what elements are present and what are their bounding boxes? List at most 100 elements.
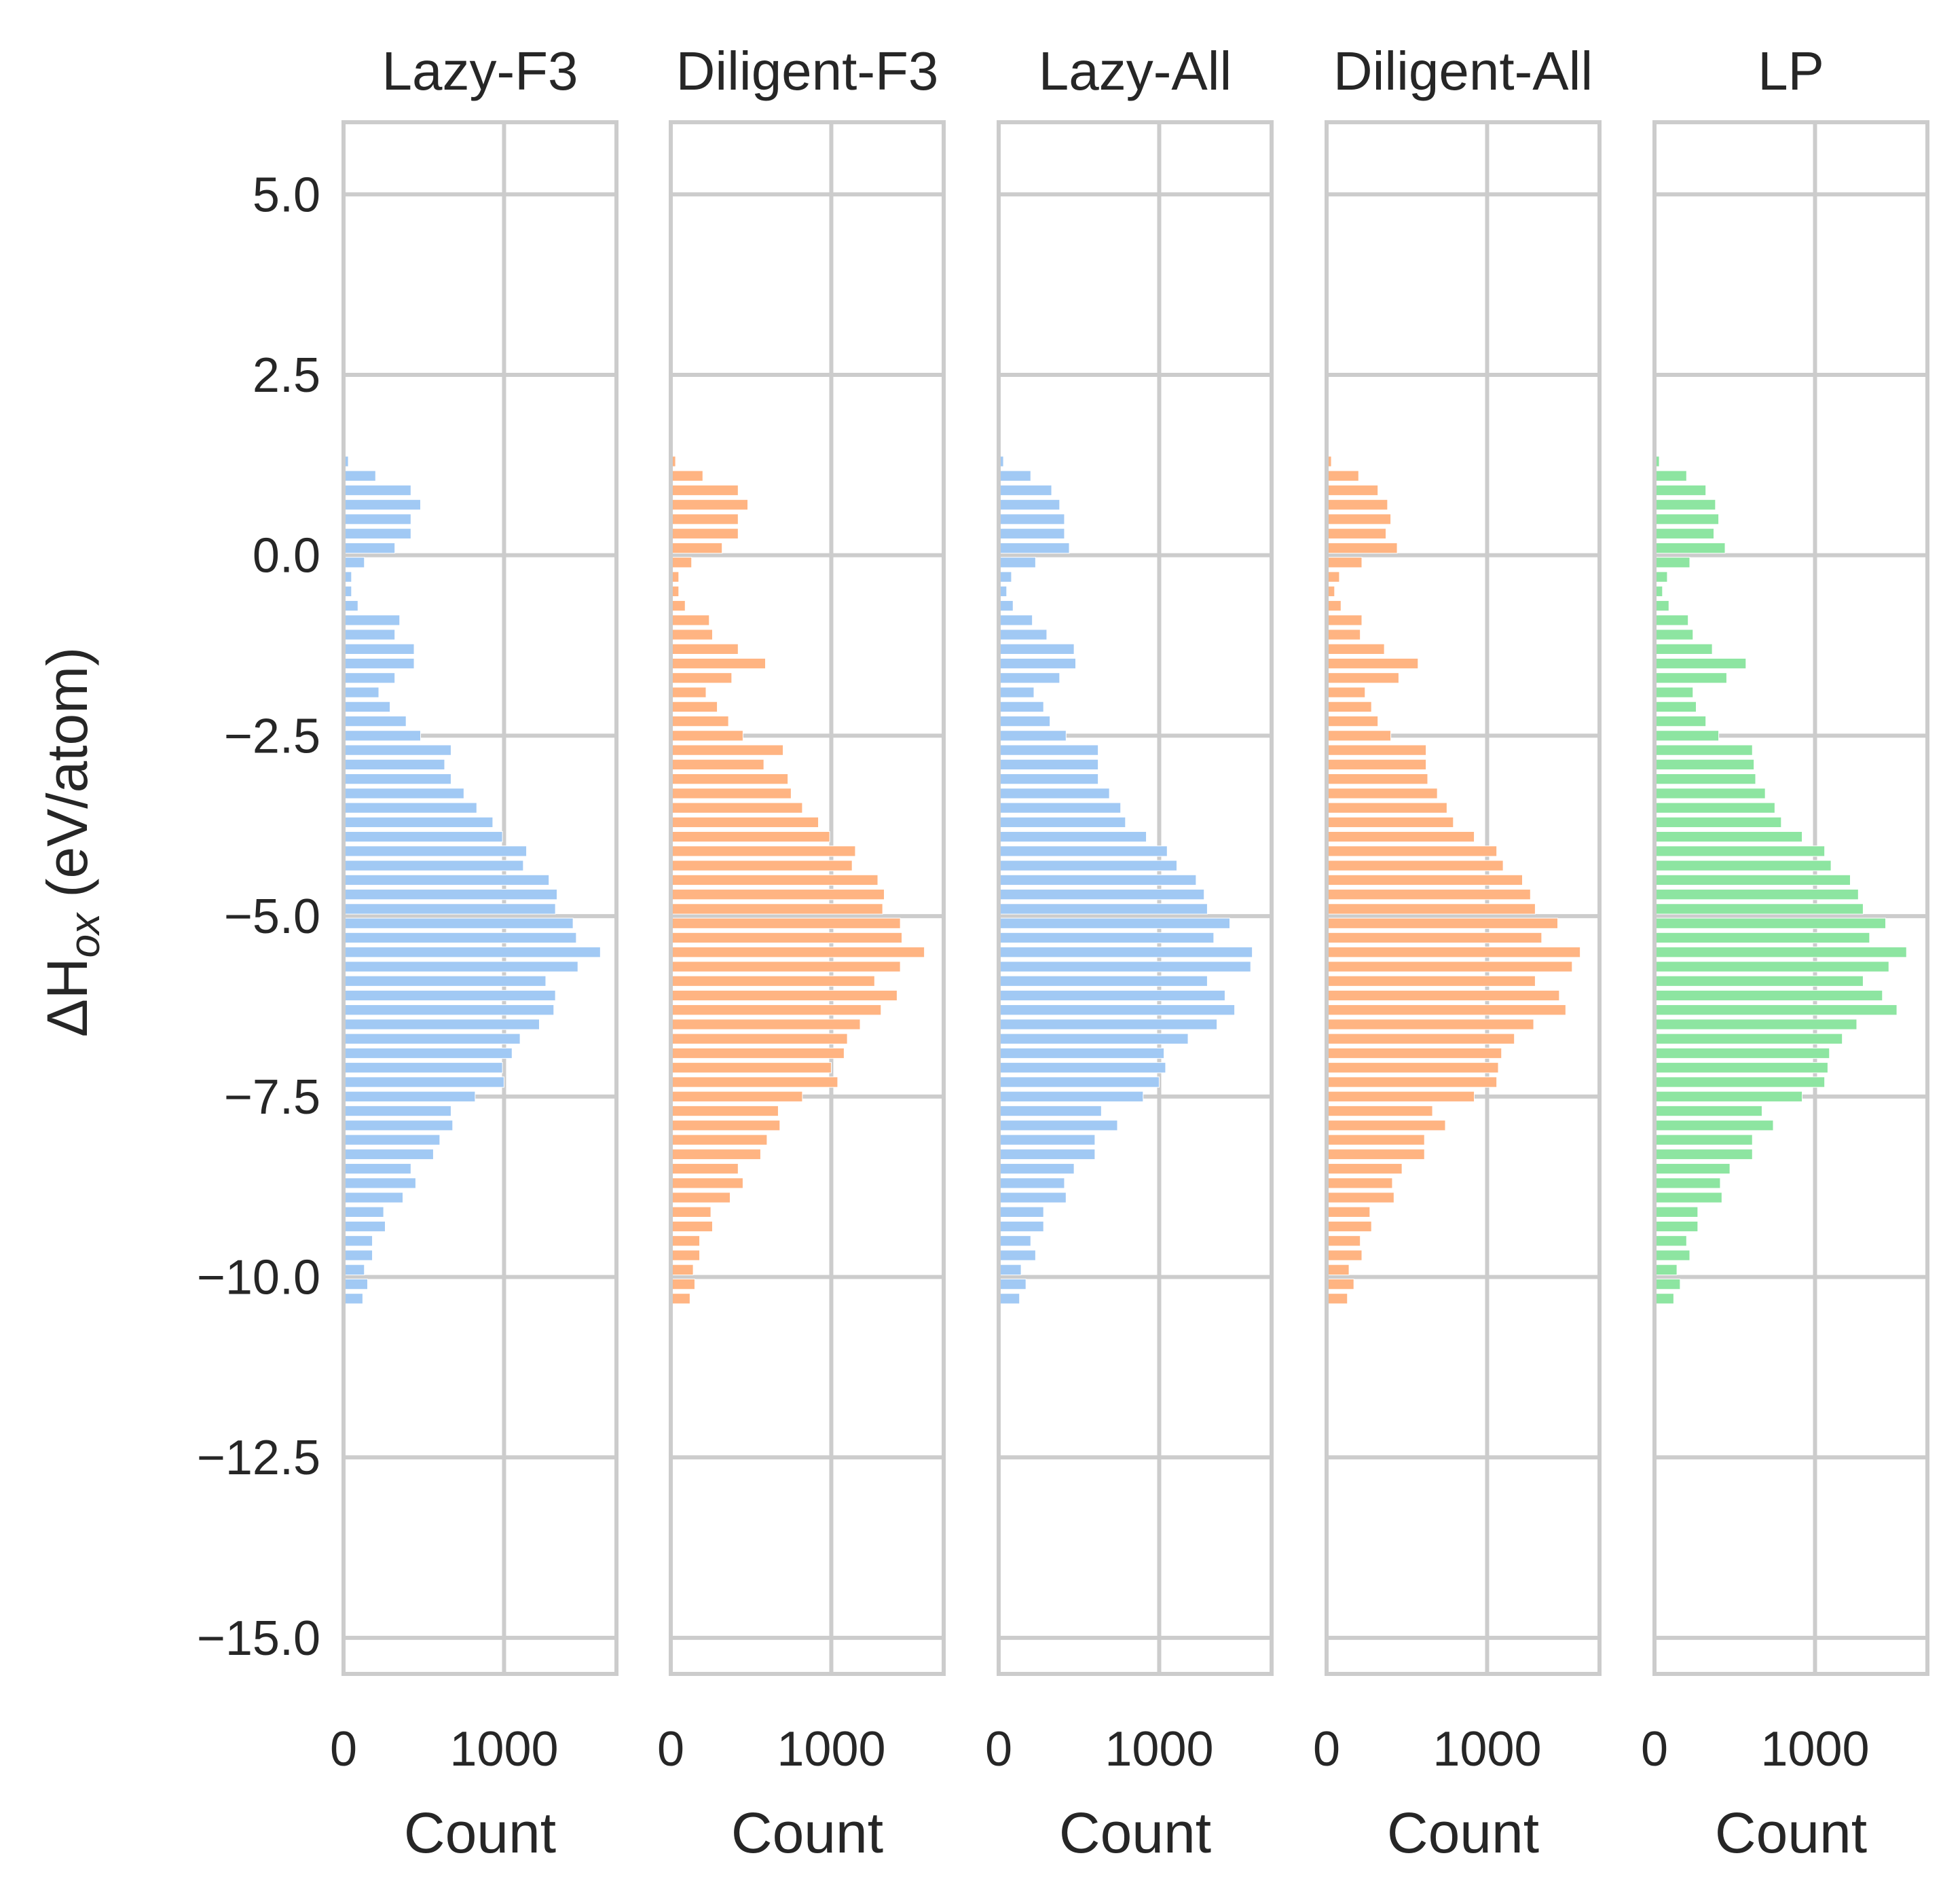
panel-lp: LP 0 1000 Count bbox=[1641, 41, 1929, 1865]
x-tick-label: 0 bbox=[985, 1722, 1012, 1776]
histogram-bar bbox=[1654, 1264, 1678, 1275]
histogram-bar bbox=[1654, 903, 1864, 915]
histogram-bar bbox=[670, 528, 739, 539]
histogram-bar bbox=[1654, 528, 1714, 539]
histogram-bar bbox=[1326, 484, 1379, 496]
histogram-bar bbox=[998, 1134, 1096, 1146]
histogram-bar bbox=[998, 715, 1051, 727]
panel-title: Lazy-F3 bbox=[382, 41, 578, 101]
x-tick-label: 1000 bbox=[1105, 1722, 1213, 1776]
histogram-bar bbox=[998, 889, 1205, 900]
histogram-bar bbox=[670, 629, 713, 640]
histogram-bar bbox=[343, 816, 494, 828]
histogram-bar bbox=[998, 1163, 1075, 1175]
histogram-bar bbox=[670, 1163, 739, 1175]
histogram-bar bbox=[1326, 513, 1392, 525]
histogram-bar bbox=[1326, 1134, 1425, 1146]
histogram-bar bbox=[670, 831, 830, 843]
histogram-bar bbox=[1654, 687, 1694, 698]
histogram-bar bbox=[1654, 643, 1713, 655]
histogram-bar bbox=[343, 499, 422, 511]
histogram-bar bbox=[670, 874, 879, 886]
histogram-bar bbox=[343, 484, 411, 496]
histogram-bar bbox=[1654, 961, 1889, 972]
histogram-bar bbox=[670, 1120, 781, 1131]
histogram-bar bbox=[1654, 744, 1753, 756]
histogram-bar bbox=[1654, 1120, 1774, 1131]
histogram-bar bbox=[343, 917, 574, 929]
histogram-bar bbox=[343, 1163, 411, 1175]
histogram-bar bbox=[1326, 542, 1398, 554]
panel-title: Diligent-F3 bbox=[676, 41, 939, 101]
histogram-bar bbox=[343, 802, 477, 814]
histogram-bar bbox=[998, 1033, 1189, 1044]
histogram-bar bbox=[1326, 773, 1428, 785]
histogram-bar bbox=[670, 1264, 694, 1275]
histogram-bar bbox=[1326, 730, 1392, 742]
histogram-bar bbox=[670, 715, 729, 727]
histogram-bar bbox=[1326, 1293, 1348, 1304]
histogram-bar bbox=[998, 1278, 1027, 1290]
histogram-bar bbox=[998, 1019, 1218, 1030]
histogram-bar bbox=[998, 1120, 1118, 1131]
histogram-bar bbox=[1326, 1249, 1363, 1261]
histogram-bar bbox=[343, 1091, 476, 1102]
histogram-bar bbox=[670, 484, 739, 496]
histogram-bar bbox=[998, 1206, 1044, 1218]
histogram-bar bbox=[670, 1192, 731, 1203]
histogram-bar bbox=[670, 932, 903, 944]
histogram-bar bbox=[1326, 1033, 1515, 1044]
histogram-bar bbox=[343, 600, 358, 612]
histogram-bar bbox=[670, 1134, 768, 1146]
histogram-bar bbox=[998, 744, 1099, 756]
histogram-bar bbox=[998, 989, 1225, 1002]
y-axis-label-unit: (eV/atom) bbox=[35, 647, 99, 913]
histogram-bar bbox=[1654, 499, 1716, 511]
histogram-bar bbox=[1326, 961, 1573, 972]
histogram-bar bbox=[343, 1264, 365, 1275]
histogram-bar bbox=[670, 600, 686, 612]
y-tick-label: 0.0 bbox=[253, 529, 320, 583]
histogram-bar bbox=[670, 1033, 848, 1044]
histogram-bar bbox=[1654, 1178, 1721, 1189]
histogram-bar bbox=[1326, 1091, 1475, 1102]
histogram-bar bbox=[670, 1105, 779, 1117]
panel-frame bbox=[997, 120, 1274, 1676]
x-axis-label: Count bbox=[1059, 1801, 1211, 1865]
histogram-bar bbox=[1326, 845, 1498, 857]
histogram-bar bbox=[670, 903, 883, 915]
histogram-bar bbox=[1654, 1278, 1681, 1290]
histogram-bar bbox=[998, 499, 1060, 511]
histogram-bar bbox=[1654, 1192, 1722, 1203]
histogram-bar bbox=[670, 557, 692, 568]
histogram-bar bbox=[998, 1293, 1020, 1304]
histogram-bar bbox=[1326, 874, 1523, 886]
histogram-bar bbox=[998, 615, 1033, 626]
histogram-bar bbox=[343, 643, 415, 655]
histogram-bar bbox=[343, 1249, 373, 1261]
histogram-bar bbox=[343, 470, 376, 481]
histogram-bar bbox=[1326, 672, 1399, 684]
histogram-bar bbox=[1654, 657, 1747, 670]
histogram-bar bbox=[670, 672, 733, 684]
histogram-bar bbox=[343, 715, 407, 727]
histogram-bar bbox=[670, 470, 703, 481]
panel-diligent-f3: Diligent-F3 0 1000 Count bbox=[657, 41, 946, 1865]
histogram-bar bbox=[998, 1105, 1102, 1117]
histogram-bar bbox=[1326, 1278, 1354, 1290]
histogram-bar bbox=[1654, 975, 1864, 987]
y-tick-label: −2.5 bbox=[224, 709, 320, 763]
histogram-bar bbox=[343, 1220, 386, 1233]
histogram-bar bbox=[998, 1148, 1096, 1160]
histogram-bar bbox=[670, 499, 749, 511]
y-axis-label-sub: ox bbox=[62, 912, 109, 957]
histogram-bar bbox=[1654, 1163, 1731, 1175]
histogram-bar bbox=[670, 1220, 713, 1233]
histogram-bar bbox=[1654, 917, 1887, 929]
histogram-bar bbox=[343, 513, 411, 525]
histogram-bar bbox=[343, 773, 451, 785]
histogram-bar bbox=[1654, 730, 1720, 742]
histogram-bar bbox=[1326, 917, 1559, 929]
x-tick-label: 1000 bbox=[777, 1722, 885, 1776]
